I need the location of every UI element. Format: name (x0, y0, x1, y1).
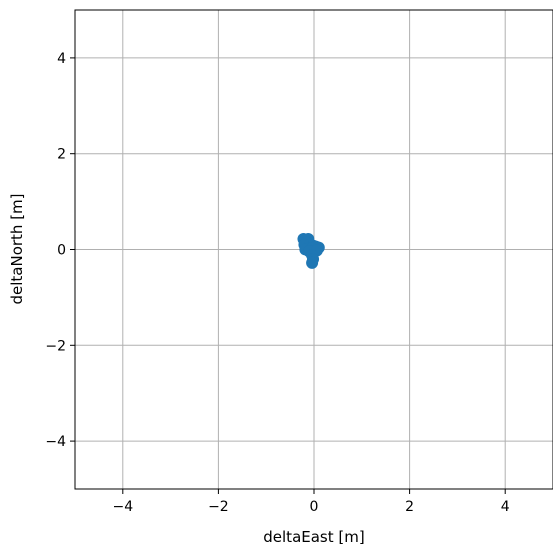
y-tick-label: 4 (57, 51, 66, 67)
y-tick-label: 0 (57, 243, 66, 259)
scatter-point (306, 256, 319, 269)
y-axis-label: deltaNorth [m] (8, 193, 26, 304)
x-axis-label: deltaEast [m] (263, 528, 364, 546)
x-axis-ticks: −4 −2 0 2 4 (112, 489, 510, 515)
scatter-points (297, 232, 325, 269)
y-tick-label: 2 (57, 147, 66, 163)
x-tick-label: 4 (501, 499, 510, 515)
x-tick-label: 0 (310, 499, 319, 515)
x-tick-label: −4 (112, 499, 133, 515)
grid (75, 10, 553, 489)
x-tick-label: −2 (208, 499, 229, 515)
y-axis-ticks: −4 −2 0 2 4 (45, 51, 75, 450)
y-tick-label: −2 (45, 338, 66, 354)
y-tick-label: −4 (45, 434, 66, 450)
x-tick-label: 2 (405, 499, 414, 515)
